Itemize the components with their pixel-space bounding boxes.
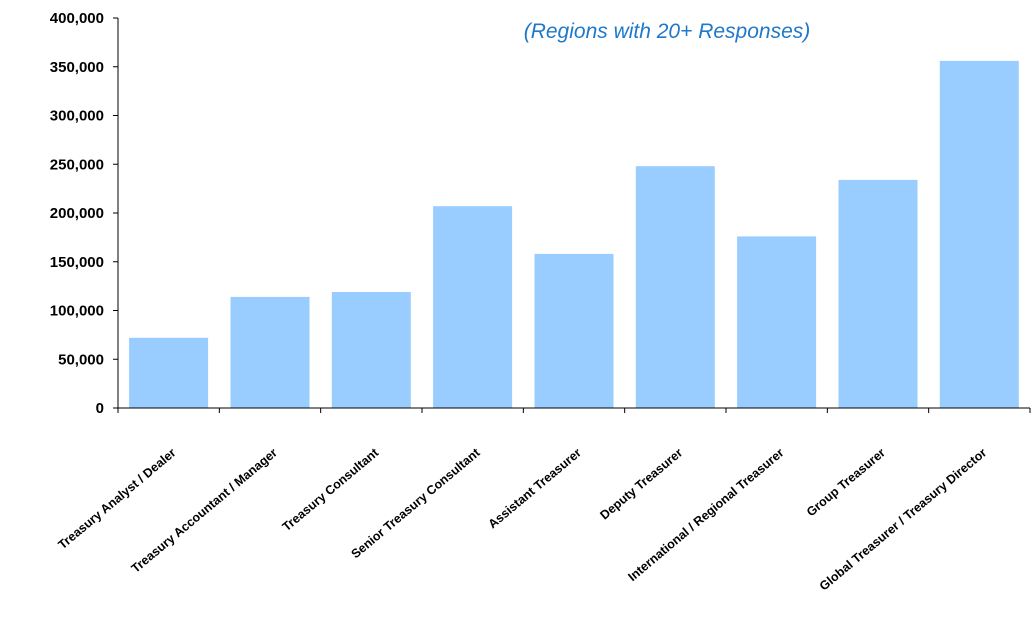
- bar: [534, 253, 614, 408]
- bar: [331, 292, 411, 408]
- y-tick-label: 300,000: [50, 108, 104, 125]
- bar: [737, 236, 817, 408]
- bar: [230, 296, 310, 408]
- y-tick-label: 200,000: [50, 205, 104, 222]
- x-category-label: Deputy Treasurer: [597, 445, 685, 522]
- bar: [433, 206, 513, 408]
- x-category-label: Assistant Treasurer: [486, 445, 585, 531]
- y-tick-label: 350,000: [50, 59, 104, 76]
- y-tick-label: 0: [96, 400, 104, 417]
- bar: [635, 166, 715, 408]
- x-category-label: Treasury Consultant: [280, 445, 382, 534]
- y-tick-label: 150,000: [50, 254, 104, 271]
- y-tick-label: 100,000: [50, 303, 104, 320]
- y-tick-label: 400,000: [50, 10, 104, 27]
- x-category-label: Global Treasurer / Treasury Director: [817, 445, 989, 593]
- bar: [129, 337, 209, 408]
- chart-subtitle: (Regions with 20+ Responses): [524, 20, 811, 43]
- x-category-label: International / Regional Treasurer: [625, 445, 786, 584]
- bar: [939, 60, 1019, 409]
- y-tick-label: 50,000: [58, 351, 104, 368]
- y-tick-label: 250,000: [50, 156, 104, 173]
- x-category-label: Treasury Analyst / Dealer: [56, 445, 179, 552]
- x-category-label: Group Treasurer: [804, 445, 888, 519]
- bar: [838, 179, 918, 408]
